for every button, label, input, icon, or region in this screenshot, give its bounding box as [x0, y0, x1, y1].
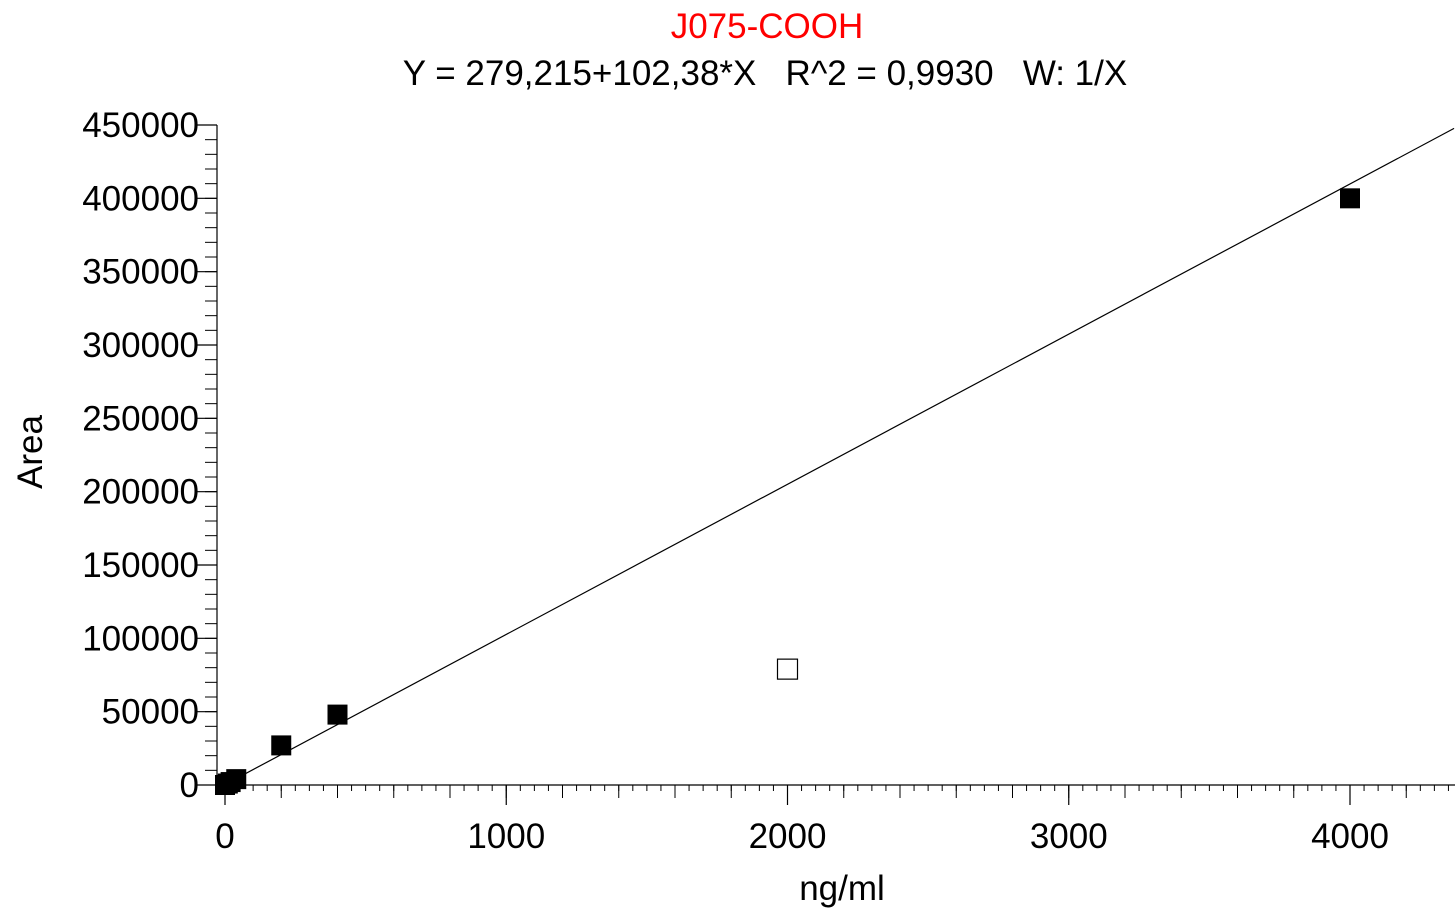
chart-subtitle: Y = 279,215+102,38*X R^2 = 0,9930 W: 1/X	[403, 54, 1127, 93]
y-tick-label: 350000	[82, 253, 199, 292]
x-axis-label: ng/ml	[799, 869, 885, 908]
y-tick-label: 200000	[82, 473, 199, 512]
regression-line	[224, 127, 1455, 786]
y-tick-label: 450000	[82, 106, 199, 145]
data-point-excluded	[776, 658, 799, 680]
x-tick-label: 2000	[749, 817, 827, 856]
plot-area: 0 50000 100000 150000 200000 250000 300000 3500…	[82, 106, 1455, 856]
y-tick-label: 250000	[82, 399, 199, 438]
x-tick-label: 0	[215, 817, 234, 856]
x-tick-label: 3000	[1030, 817, 1108, 856]
x-tick-label: 1000	[467, 817, 545, 856]
data-point-included	[226, 769, 247, 790]
x-tick-label: 4000	[1311, 817, 1389, 856]
y-axis-label: Area	[11, 415, 50, 489]
y-tick-label: 150000	[82, 546, 199, 585]
y-tick-label: 50000	[102, 693, 199, 732]
y-tick-label: 100000	[82, 619, 199, 658]
data-point-included	[271, 735, 292, 756]
chart-title: J075-COOH	[671, 7, 864, 46]
data-point-included	[327, 704, 348, 725]
data-point-included	[1340, 188, 1360, 209]
y-tick-label: 300000	[82, 326, 199, 365]
y-tick-label: 0	[180, 766, 199, 805]
y-tick-label: 400000	[82, 179, 199, 218]
